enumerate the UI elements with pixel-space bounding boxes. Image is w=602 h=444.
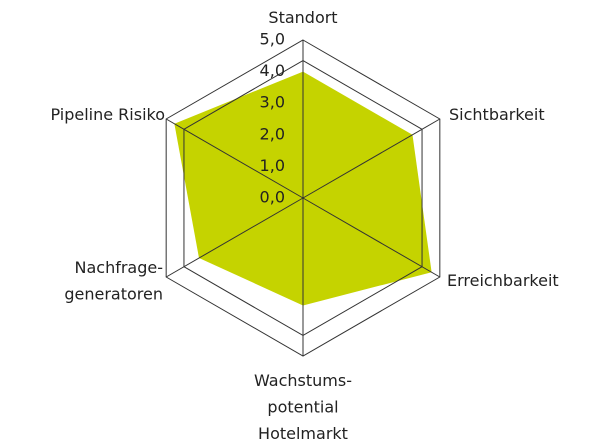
category-label: Erreichbarkeit: [447, 271, 559, 290]
axis-spoke: [302, 118, 441, 199]
category-label: Nachfrage-generatoren: [64, 258, 163, 304]
axis-spoke: [165, 118, 304, 199]
tick-label: 4,0: [260, 61, 285, 80]
category-label-line: Pipeline Risiko: [50, 105, 165, 124]
category-label: Wachstums-potential Hotelmarkt: [254, 371, 352, 443]
tick-label: 3,0: [260, 93, 285, 112]
category-label: Sichtbarkeit: [449, 105, 545, 124]
category-label: Standort: [268, 8, 337, 27]
category-label: Pipeline Risiko: [50, 105, 165, 124]
category-label-line: Erreichbarkeit: [447, 271, 559, 290]
tick-label: 2,0: [260, 124, 285, 143]
category-label-line: potential: [267, 397, 338, 416]
category-label-line: Standort: [268, 8, 337, 27]
tick-label: 1,0: [260, 156, 285, 175]
axis-spoke: [165, 197, 304, 278]
axis-spoke: [302, 197, 441, 278]
tick-label: 0,0: [260, 188, 285, 207]
tick-label: 5,0: [260, 30, 285, 49]
category-label-line: generatoren: [64, 284, 163, 303]
category-label-line: Hotelmarkt: [258, 424, 348, 443]
category-label-line: Nachfrage-: [75, 258, 164, 277]
category-label-line: Wachstums-: [254, 371, 352, 390]
category-label-line: Sichtbarkeit: [449, 105, 545, 124]
